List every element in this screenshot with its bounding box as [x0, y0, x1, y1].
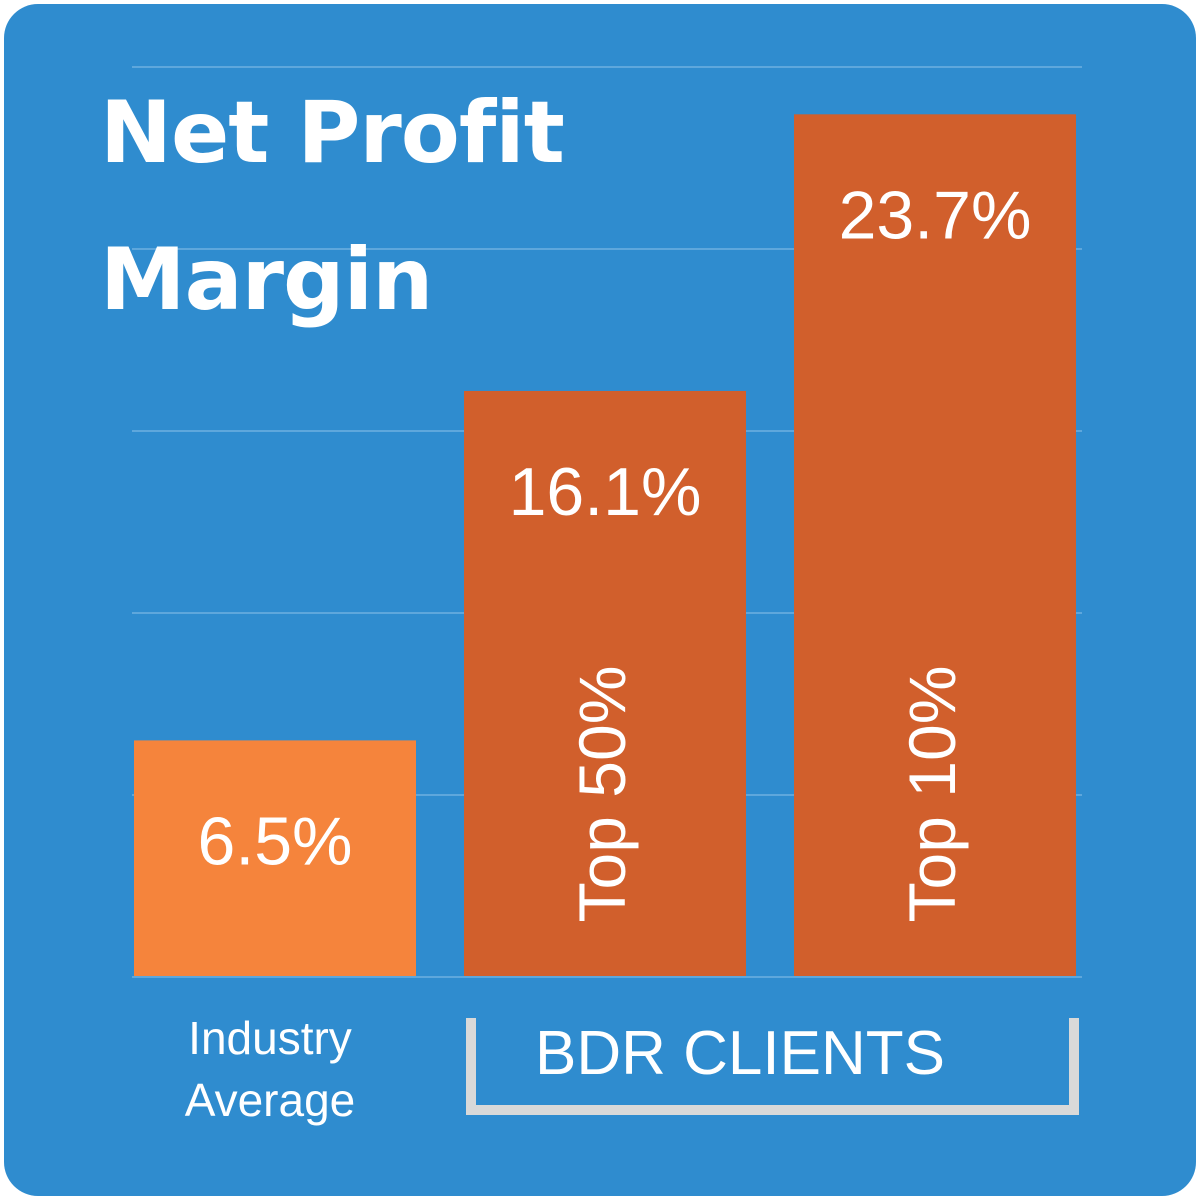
chart-title-line-1: Net Profit	[100, 83, 564, 183]
bar-1	[134, 740, 416, 977]
bar-category-label-3: Top 10%	[895, 666, 969, 923]
chart-title-line-2: Margin	[100, 230, 432, 330]
bar-value-label-2: 16.1%	[509, 454, 702, 530]
bdr-clients-bracket	[466, 1018, 1079, 1115]
bar-2	[464, 390, 746, 978]
bars: 6.5% 16.1% Top 50% 23.7% Top 10%	[134, 114, 1076, 978]
bar-3	[794, 114, 1076, 977]
bdr-clients-label: BDR CLIENTS	[535, 1019, 945, 1088]
bar-chart: Net Profit Margin 6.5% 16.1% Top 50% 23.7% T…	[100, 66, 1082, 1126]
chart-card: Net Profit Margin 6.5% 16.1% Top 50% 23.7% T…	[4, 4, 1196, 1196]
bar-category-label-2: Top 50%	[565, 666, 639, 923]
bar-value-label-3: 23.7%	[839, 177, 1032, 253]
bar-value-label-1: 6.5%	[198, 803, 353, 879]
category-label-line-1: Industry	[188, 1012, 352, 1064]
category-label-line-2: Average	[185, 1074, 356, 1126]
